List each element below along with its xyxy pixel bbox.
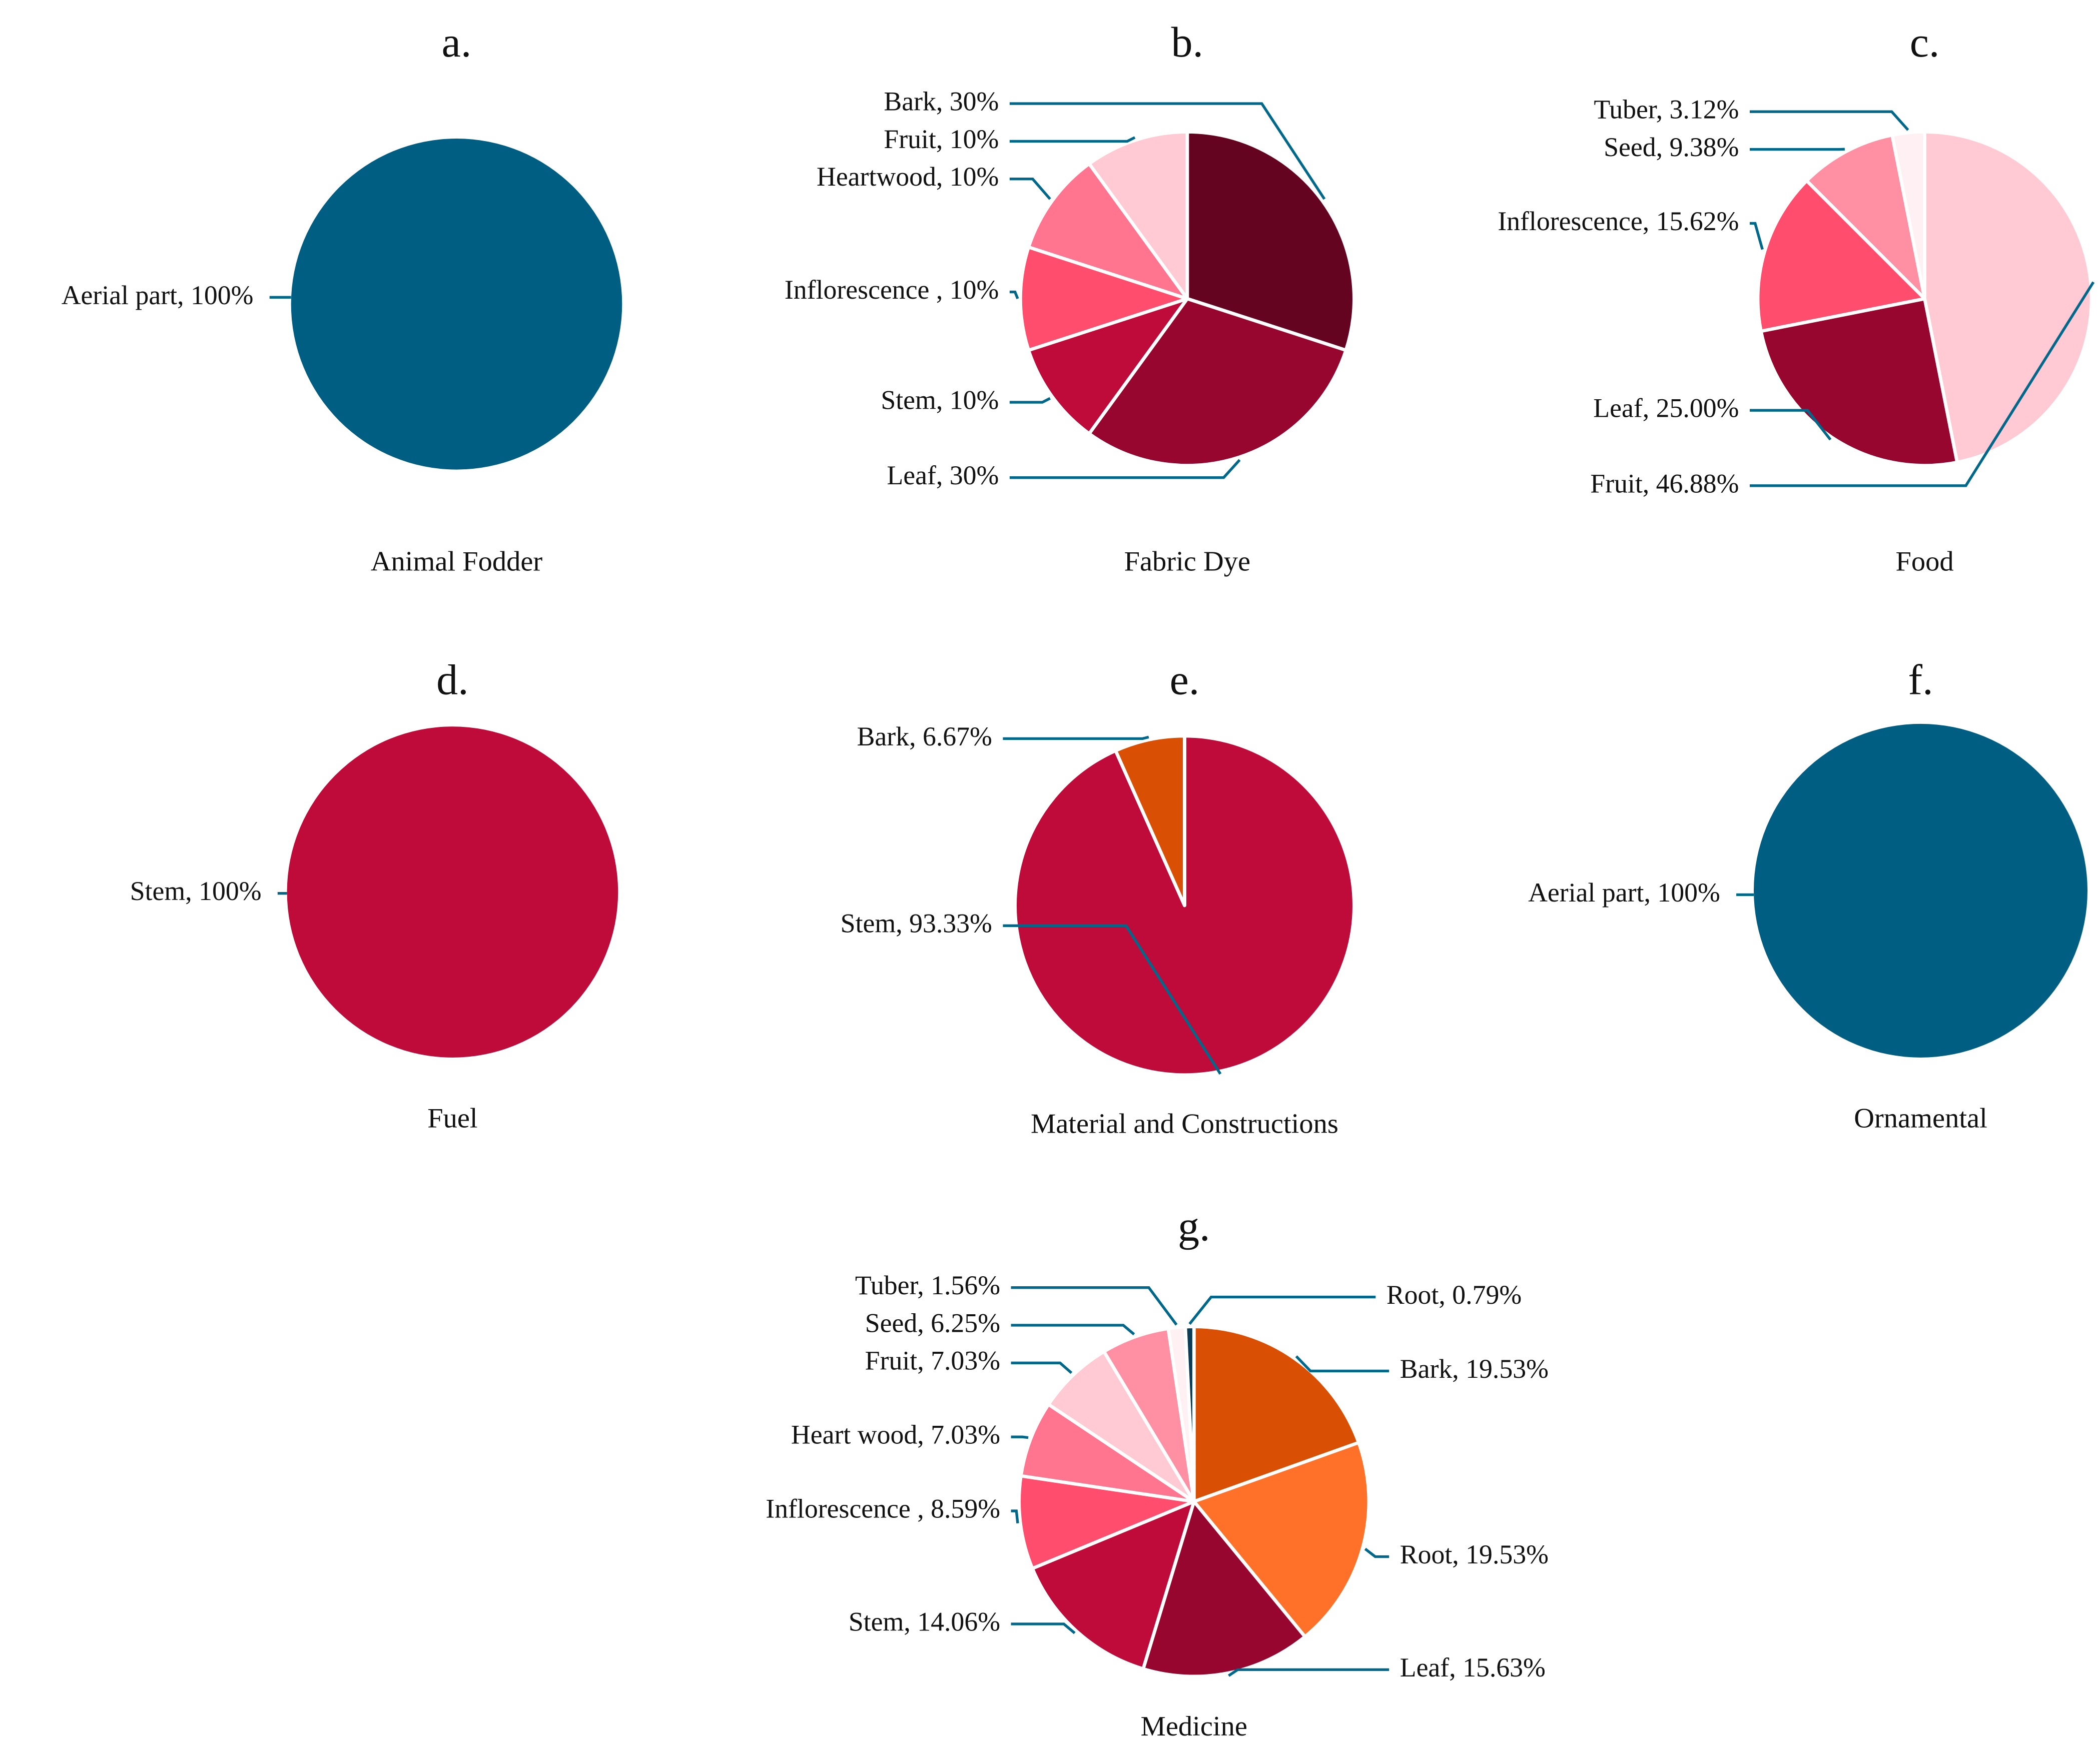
leader-line: [1011, 1286, 1178, 1326]
chart-panel-letter: b.: [1171, 18, 1204, 66]
pie-slice-root: [1192, 1441, 1371, 1638]
slice-label: Fruit, 10%: [884, 124, 999, 154]
slice-label: Seed, 9.38%: [1604, 132, 1739, 162]
chart-subtitle: Material and Constructions: [1031, 1108, 1338, 1139]
leader-line: [1011, 1324, 1135, 1336]
pie-slice-leaf: [1087, 297, 1348, 467]
pie-slice-root: [1183, 1325, 1196, 1503]
slice-label: Heartwood, 10%: [817, 162, 999, 192]
leader-line: [1009, 290, 1019, 300]
pie-slice-leaf: [1759, 297, 1959, 467]
pie-slice-fruit: [1047, 1350, 1196, 1503]
slice-label: Root, 0.79%: [1386, 1280, 1522, 1310]
chart-panel-letter: g.: [1178, 1202, 1210, 1250]
pie-slice-inflorescence: [1756, 179, 1926, 333]
pie-chart-d: d. Fuel Stem, 100%: [130, 656, 618, 1134]
slice-label: Aerial part, 100%: [1528, 878, 1720, 908]
pie-slice-bark: [1114, 734, 1186, 908]
leader-line: [1009, 102, 1326, 200]
chart-panel-letter: d.: [436, 656, 469, 704]
pie-slice-tuber: [1890, 130, 1926, 301]
pie-slice-stem: [1030, 1499, 1196, 1671]
slice-label: Fruit, 46.88%: [1590, 468, 1739, 498]
pie-chart-a: a. Animal Fodder Aerial part, 100%: [62, 18, 622, 577]
chart-subtitle: Fuel: [427, 1103, 477, 1134]
slice-label: Root, 19.53%: [1400, 1539, 1549, 1569]
slice-label: Stem, 93.33%: [841, 909, 992, 939]
leader-line: [1364, 1547, 1389, 1558]
leader-line: [1749, 281, 2095, 487]
pie-slice-stem: [1027, 297, 1189, 436]
slice-label: Leaf, 15.63%: [1400, 1652, 1546, 1682]
leader-line: [1003, 735, 1149, 740]
leader-line: [1749, 222, 1764, 250]
chart-panel-letter: e.: [1170, 656, 1200, 704]
pie-slice-bark: [1185, 130, 1356, 352]
slice-label: Stem, 14.06%: [849, 1606, 1000, 1636]
pie-slice-inflorescence: [1017, 1474, 1196, 1570]
chart-subtitle: Ornamental: [1854, 1103, 1987, 1134]
slice-label: Fruit, 7.03%: [865, 1346, 1000, 1376]
slice-label: Seed, 6.25%: [865, 1308, 1000, 1338]
slice-label: Stem, 10%: [881, 385, 999, 415]
pie-slice-fruit: [1087, 130, 1189, 301]
leader-line: [1011, 1361, 1073, 1374]
leader-line: [1295, 1355, 1389, 1373]
leader-line: [1003, 924, 1222, 1075]
leader-line: [1011, 1509, 1019, 1524]
pie-slice-aerial-part: [291, 139, 622, 470]
pie-chart-f: f. Ornamental Aerial part, 100%: [1528, 656, 2087, 1134]
slice-label: Bark, 19.53%: [1400, 1354, 1549, 1384]
slice-label: Heart wood, 7.03%: [791, 1420, 1000, 1450]
slice-label: Inflorescence , 10%: [785, 275, 999, 305]
pie-chart-g: g. Medicine Bark, 19.53% Root, 19.53% Leaf, …: [766, 1202, 1549, 1741]
slice-label: Leaf, 30%: [887, 460, 999, 490]
leader-line: [1009, 177, 1051, 200]
pie-slice-fruit: [1923, 130, 2093, 464]
chart-subtitle: Fabric Dye: [1124, 546, 1250, 577]
pie-slice-inflorescence: [1018, 245, 1189, 352]
chart-subtitle: Food: [1896, 546, 1954, 577]
pie-slice-aerial-part: [1754, 723, 2087, 1058]
slice-label: Bark, 30%: [884, 87, 999, 117]
chart-subtitle: Animal Fodder: [371, 546, 543, 577]
slice-label: Tuber, 3.12%: [1594, 95, 1739, 125]
leader-line: [1009, 136, 1136, 143]
pie-chart-b: b. Fabric Dye Bark, 30% Leaf, 30% Stem, 10% I…: [785, 18, 1356, 577]
pie-chart-c: c. Food Fruit, 46.88% Leaf, 25.00% Infloresc…: [1498, 18, 2095, 577]
chart-panel-letter: f.: [1908, 656, 1933, 704]
pie-slice-heartwood: [1027, 162, 1189, 301]
chart-panel-letter: a.: [442, 18, 472, 66]
chart-panel-letter: c.: [1910, 18, 1940, 66]
slice-label: Tuber, 1.56%: [855, 1270, 1000, 1300]
leader-line: [1011, 1622, 1076, 1634]
slice-label: Leaf, 25.00%: [1593, 393, 1739, 423]
slice-label: Stem, 100%: [130, 876, 262, 906]
leader-line: [1228, 1668, 1389, 1677]
chart-subtitle: Medicine: [1141, 1711, 1247, 1741]
leader-line: [1009, 397, 1051, 404]
pie-slice-stem: [287, 726, 618, 1058]
pie-slice-leaf: [1141, 1499, 1307, 1678]
slice-label: Inflorescence , 8.59%: [766, 1494, 1000, 1524]
pie-slice-bark: [1192, 1325, 1360, 1503]
leader-line: [1749, 409, 1832, 441]
slice-label: Bark, 6.67%: [857, 721, 992, 751]
pie-slice-heart-wood: [1019, 1402, 1196, 1503]
pie-slice-seed: [1805, 133, 1926, 301]
leader-line: [1188, 1295, 1376, 1325]
slice-label: Aerial part, 100%: [62, 280, 254, 310]
leader-line: [1749, 110, 1909, 131]
slice-label: Inflorescence, 15.62%: [1498, 206, 1739, 236]
leader-line: [1009, 459, 1241, 479]
pie-chart-e: e. Material and Constructions Stem, 93.33%…: [841, 656, 1356, 1139]
